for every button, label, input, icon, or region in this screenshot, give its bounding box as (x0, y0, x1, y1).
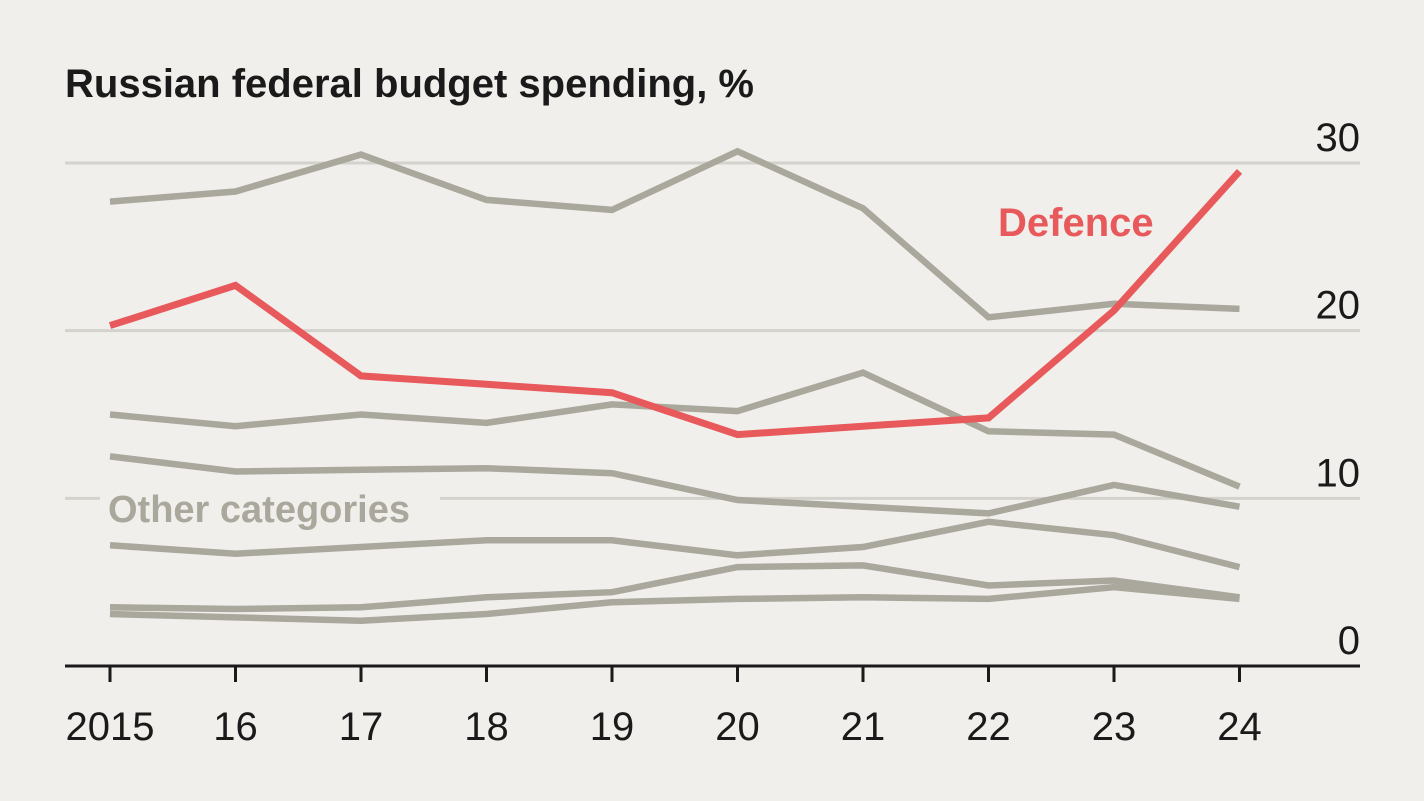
x-tick-label-17: 17 (339, 705, 384, 749)
y-tick-label-20: 20 (1316, 284, 1361, 328)
y-tick-label-30: 30 (1316, 116, 1361, 160)
y-tick-label-0: 0 (1338, 619, 1360, 663)
series-line-other-5 (109, 562, 1240, 613)
series-line-defence (108, 169, 1243, 439)
series-label-other-background (100, 485, 440, 535)
series-line-other-1 (109, 147, 1240, 321)
y-axis-ticks: 0 10 20 30 (1316, 116, 1361, 663)
other-series-lines (109, 147, 1241, 624)
x-tick-label-21: 21 (841, 705, 886, 749)
y-tick-label-10: 10 (1316, 451, 1361, 495)
x-axis: 2015 16 17 18 19 20 21 22 23 24 (65, 664, 1360, 749)
series-label-other: Other categories (108, 489, 410, 531)
x-tick-label-24: 24 (1217, 705, 1262, 749)
x-tick-label-16: 16 (213, 705, 258, 749)
series-label-defence: Defence (998, 201, 1154, 245)
x-tick-label-22: 22 (966, 705, 1011, 749)
series-line-other-4 (109, 518, 1241, 571)
x-tick-label-19: 19 (590, 705, 635, 749)
series-line-other-3 (109, 453, 1241, 517)
x-tick-label-23: 23 (1092, 705, 1137, 749)
series-line-other-2 (109, 369, 1241, 490)
x-tick-label-18: 18 (464, 705, 509, 749)
gridlines (65, 161, 1360, 500)
series-line-other-6 (109, 583, 1240, 624)
chart-title: Russian federal budget spending, % (65, 62, 754, 106)
x-tick-label-20: 20 (715, 705, 760, 749)
defence-series-line (108, 169, 1243, 439)
x-tick-label-2015: 2015 (66, 705, 155, 749)
